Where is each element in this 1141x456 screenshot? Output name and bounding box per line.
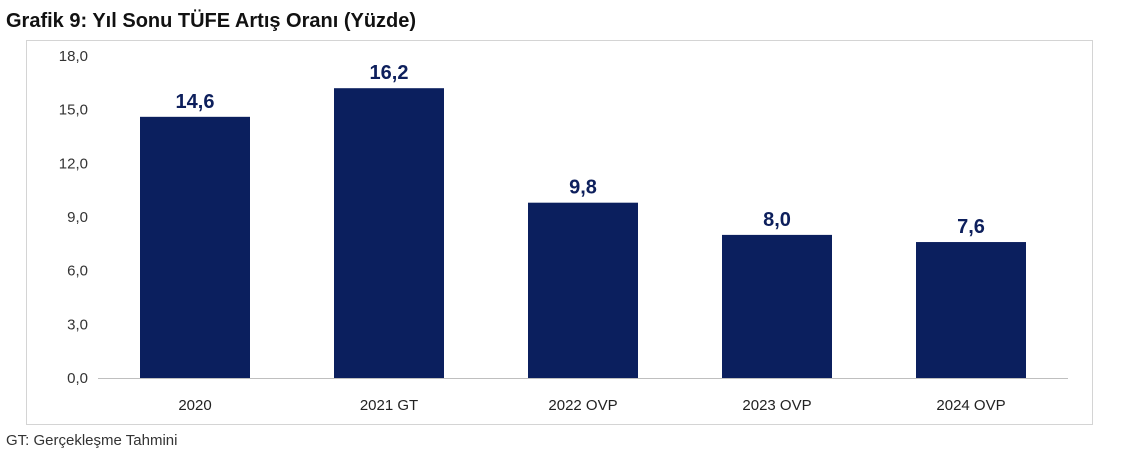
x-category-label: 2022 OVP <box>548 397 617 414</box>
bar <box>334 88 444 378</box>
bar-value-label: 7,6 <box>957 216 985 238</box>
x-category-label: 2023 OVP <box>742 397 811 414</box>
y-tick-label: 15,0 <box>59 102 88 119</box>
y-tick-label: 18,0 <box>59 48 88 65</box>
bar-value-label: 9,8 <box>569 177 597 199</box>
y-tick-label: 0,0 <box>67 370 88 387</box>
chart-footnote: GT: Gerçekleşme Tahmini <box>6 432 178 449</box>
bar-value-label: 8,0 <box>763 209 791 231</box>
bar <box>722 234 832 378</box>
bar-value-label: 16,2 <box>370 62 409 84</box>
bar <box>916 242 1026 378</box>
bar-value-label: 14,6 <box>176 91 215 113</box>
bar-chart: 0,0 3,0 6,0 9,0 12,0 15,0 18,0 14,6 2020 16,2 2021… <box>26 40 1093 425</box>
y-tick-label: 6,0 <box>67 263 88 280</box>
x-category-label: 2021 GT <box>360 397 418 414</box>
y-tick-label: 3,0 <box>67 316 88 333</box>
bar <box>140 116 250 379</box>
chart-frame <box>26 40 1093 425</box>
x-category-label: 2024 OVP <box>936 397 1005 414</box>
chart-title: Grafik 9: Yıl Sonu TÜFE Artış Oranı (Yüz… <box>6 10 417 32</box>
bar <box>528 202 638 378</box>
y-tick-label: 9,0 <box>67 209 88 226</box>
y-tick-label: 12,0 <box>59 155 88 172</box>
x-category-label: 2020 <box>178 397 211 414</box>
